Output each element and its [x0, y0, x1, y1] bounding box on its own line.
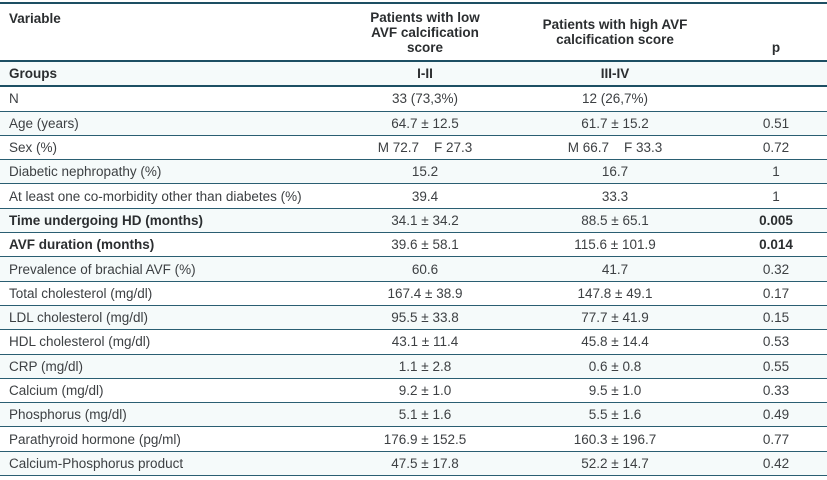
- p-value: [725, 61, 827, 88]
- p-value: 0.014: [725, 232, 827, 258]
- value-high: 0.6 ± 0.8: [505, 354, 725, 379]
- value-low: 15.2: [345, 159, 505, 185]
- p-value: 1: [725, 159, 827, 185]
- value-high: III-IV: [505, 61, 725, 88]
- value-low: I-II: [345, 61, 505, 88]
- table-header: Variable Patients with low AVF calcifica…: [0, 3, 827, 62]
- value-high: 88.5 ± 65.1: [505, 208, 725, 234]
- row-label: N: [0, 86, 345, 112]
- p-value: 0.55: [725, 354, 827, 379]
- table-row: LDL cholesterol (mg/dl) 95.5 ± 33.8 77.7 ±…: [0, 305, 827, 331]
- p-value: 0.32: [725, 256, 827, 282]
- table-row: Sex (%) M 72.7 F 27.3 M 66.7 F 33.3 0.72: [0, 135, 827, 161]
- value-high: 94.5 ± 14.0: [505, 475, 725, 480]
- value-high: 160.3 ± 196.7: [505, 426, 725, 452]
- row-label: Prevalence of brachial AVF (%): [0, 256, 345, 282]
- row-label: Sex (%): [0, 135, 345, 161]
- row-label: At least one co-morbidity other than dia…: [0, 183, 345, 209]
- p-value: 0.17: [725, 281, 827, 306]
- table-row: Diabetic nephropathy (%) 15.2 16.7 1: [0, 159, 827, 185]
- table-row: Age (years) 64.7 ± 12.5 61.7 ± 15.2 0.51: [0, 111, 827, 136]
- value-low: 43.1 ± 11.4: [345, 329, 505, 355]
- value-low: 9.2 ± 1.0: [345, 378, 505, 404]
- p-value: 0.53: [725, 329, 827, 355]
- header-row: Variable Patients with low AVF calcifica…: [0, 3, 827, 62]
- value-low: 176.9 ± 152.5: [345, 426, 505, 452]
- header-p-value: p: [725, 3, 827, 62]
- table-row: Parathyroid hormone (pg/ml) 176.9 ± 152.5…: [0, 426, 827, 452]
- row-label: HDL cholesterol (mg/dl): [0, 329, 345, 355]
- header-variable: Variable: [0, 3, 345, 62]
- row-label: Calcium (mg/dl): [0, 378, 345, 404]
- value-high: 52.2 ± 14.7: [505, 451, 725, 477]
- row-label: Diabetic nephropathy (%): [0, 159, 345, 185]
- table-row: CRP (mg/dl) 1.1 ± 2.8 0.6 ± 0.8 0.55: [0, 354, 827, 379]
- value-low: 95.5 ± 33.8: [345, 305, 505, 331]
- row-label: Groups: [0, 61, 345, 88]
- p-value: 0.77: [725, 426, 827, 452]
- table-row: HDL cholesterol (mg/dl) 43.1 ± 11.4 45.8 ±…: [0, 329, 827, 355]
- value-high: 45.8 ± 14.4: [505, 329, 725, 355]
- p-value: 0.15: [725, 305, 827, 331]
- value-low: 39.4: [345, 183, 505, 209]
- value-high: 9.5 ± 1.0: [505, 378, 725, 404]
- row-label: Age (years): [0, 111, 345, 136]
- value-low: 167.4 ± 38.9: [345, 281, 505, 306]
- row-label: Total cholesterol (mg/dl): [0, 281, 345, 306]
- value-low: M 72.7 F 27.3: [345, 135, 505, 161]
- row-label: Time undergoing HD (months): [0, 208, 345, 234]
- value-low: 5.1 ± 1.6: [345, 402, 505, 428]
- table-row: Groups I-II III-IV: [0, 61, 827, 88]
- value-low: 33 (73,3%): [345, 86, 505, 112]
- p-value: 0.42: [725, 451, 827, 477]
- value-low: 60.6: [345, 256, 505, 282]
- row-label: MAP (mmHg): [0, 475, 345, 480]
- value-high: M 66.7 F 33.3: [505, 135, 725, 161]
- row-label: LDL cholesterol (mg/dl): [0, 305, 345, 331]
- table-row: Calcium (mg/dl) 9.2 ± 1.0 9.5 ± 1.0 0.33: [0, 378, 827, 404]
- table-row: Prevalence of brachial AVF (%) 60.6 41.7 0.…: [0, 256, 827, 282]
- p-value: 0.005: [725, 208, 827, 234]
- table-row: At least one co-morbidity other than dia…: [0, 183, 827, 209]
- value-high: 16.7: [505, 159, 725, 185]
- value-low: 94.7 ± 17.2: [345, 475, 505, 480]
- table-row: Total cholesterol (mg/dl) 167.4 ± 38.9 147…: [0, 281, 827, 306]
- row-label: AVF duration (months): [0, 232, 345, 258]
- table-row: MAP (mmHg)94.7 ± 17.294.5 ± 14.00.97: [0, 475, 827, 480]
- value-low: 64.7 ± 12.5: [345, 111, 505, 136]
- table-row: Phosphorus (mg/dl) 5.1 ± 1.6 5.5 ± 1.6 0.49: [0, 402, 827, 428]
- value-high: 147.8 ± 49.1: [505, 281, 725, 306]
- value-high: 115.6 ± 101.9: [505, 232, 725, 258]
- p-value: 0.51: [725, 111, 827, 136]
- value-low: 1.1 ± 2.8: [345, 354, 505, 379]
- row-label: CRP (mg/dl): [0, 354, 345, 379]
- header-low-score-group: Patients with low AVF calcification scor…: [345, 3, 505, 62]
- table-row: AVF duration (months) 39.6 ± 58.1 115.6 ± …: [0, 232, 827, 258]
- value-low: 47.5 ± 17.8: [345, 451, 505, 477]
- value-high: 12 (26,7%): [505, 86, 725, 112]
- value-low: 39.6 ± 58.1: [345, 232, 505, 258]
- value-high: 5.5 ± 1.6: [505, 402, 725, 428]
- p-value: 0.49: [725, 402, 827, 428]
- table-body: Groups I-II III-IV N 33 (73,3%) 12 (26,7%) Age…: [0, 61, 827, 480]
- p-value: 1: [725, 183, 827, 209]
- p-value: 0.97: [725, 475, 827, 480]
- table-row: N 33 (73,3%) 12 (26,7%): [0, 86, 827, 112]
- value-high: 33.3: [505, 183, 725, 209]
- row-label: Parathyroid hormone (pg/ml): [0, 426, 345, 452]
- value-high: 77.7 ± 41.9: [505, 305, 725, 331]
- row-label: Calcium-Phosphorus product: [0, 451, 345, 477]
- value-low: 34.1 ± 34.2: [345, 208, 505, 234]
- p-value: [725, 86, 827, 112]
- table-row: Time undergoing HD (months) 34.1 ± 34.2 88…: [0, 208, 827, 234]
- value-high: 41.7: [505, 256, 725, 282]
- p-value: 0.72: [725, 135, 827, 161]
- header-high-score-group: Patients with high AVF calcification sco…: [505, 3, 725, 62]
- value-high: 61.7 ± 15.2: [505, 111, 725, 136]
- table-row: Calcium-Phosphorus product 47.5 ± 17.8 52.…: [0, 451, 827, 477]
- row-label: Phosphorus (mg/dl): [0, 402, 345, 428]
- p-value: 0.33: [725, 378, 827, 404]
